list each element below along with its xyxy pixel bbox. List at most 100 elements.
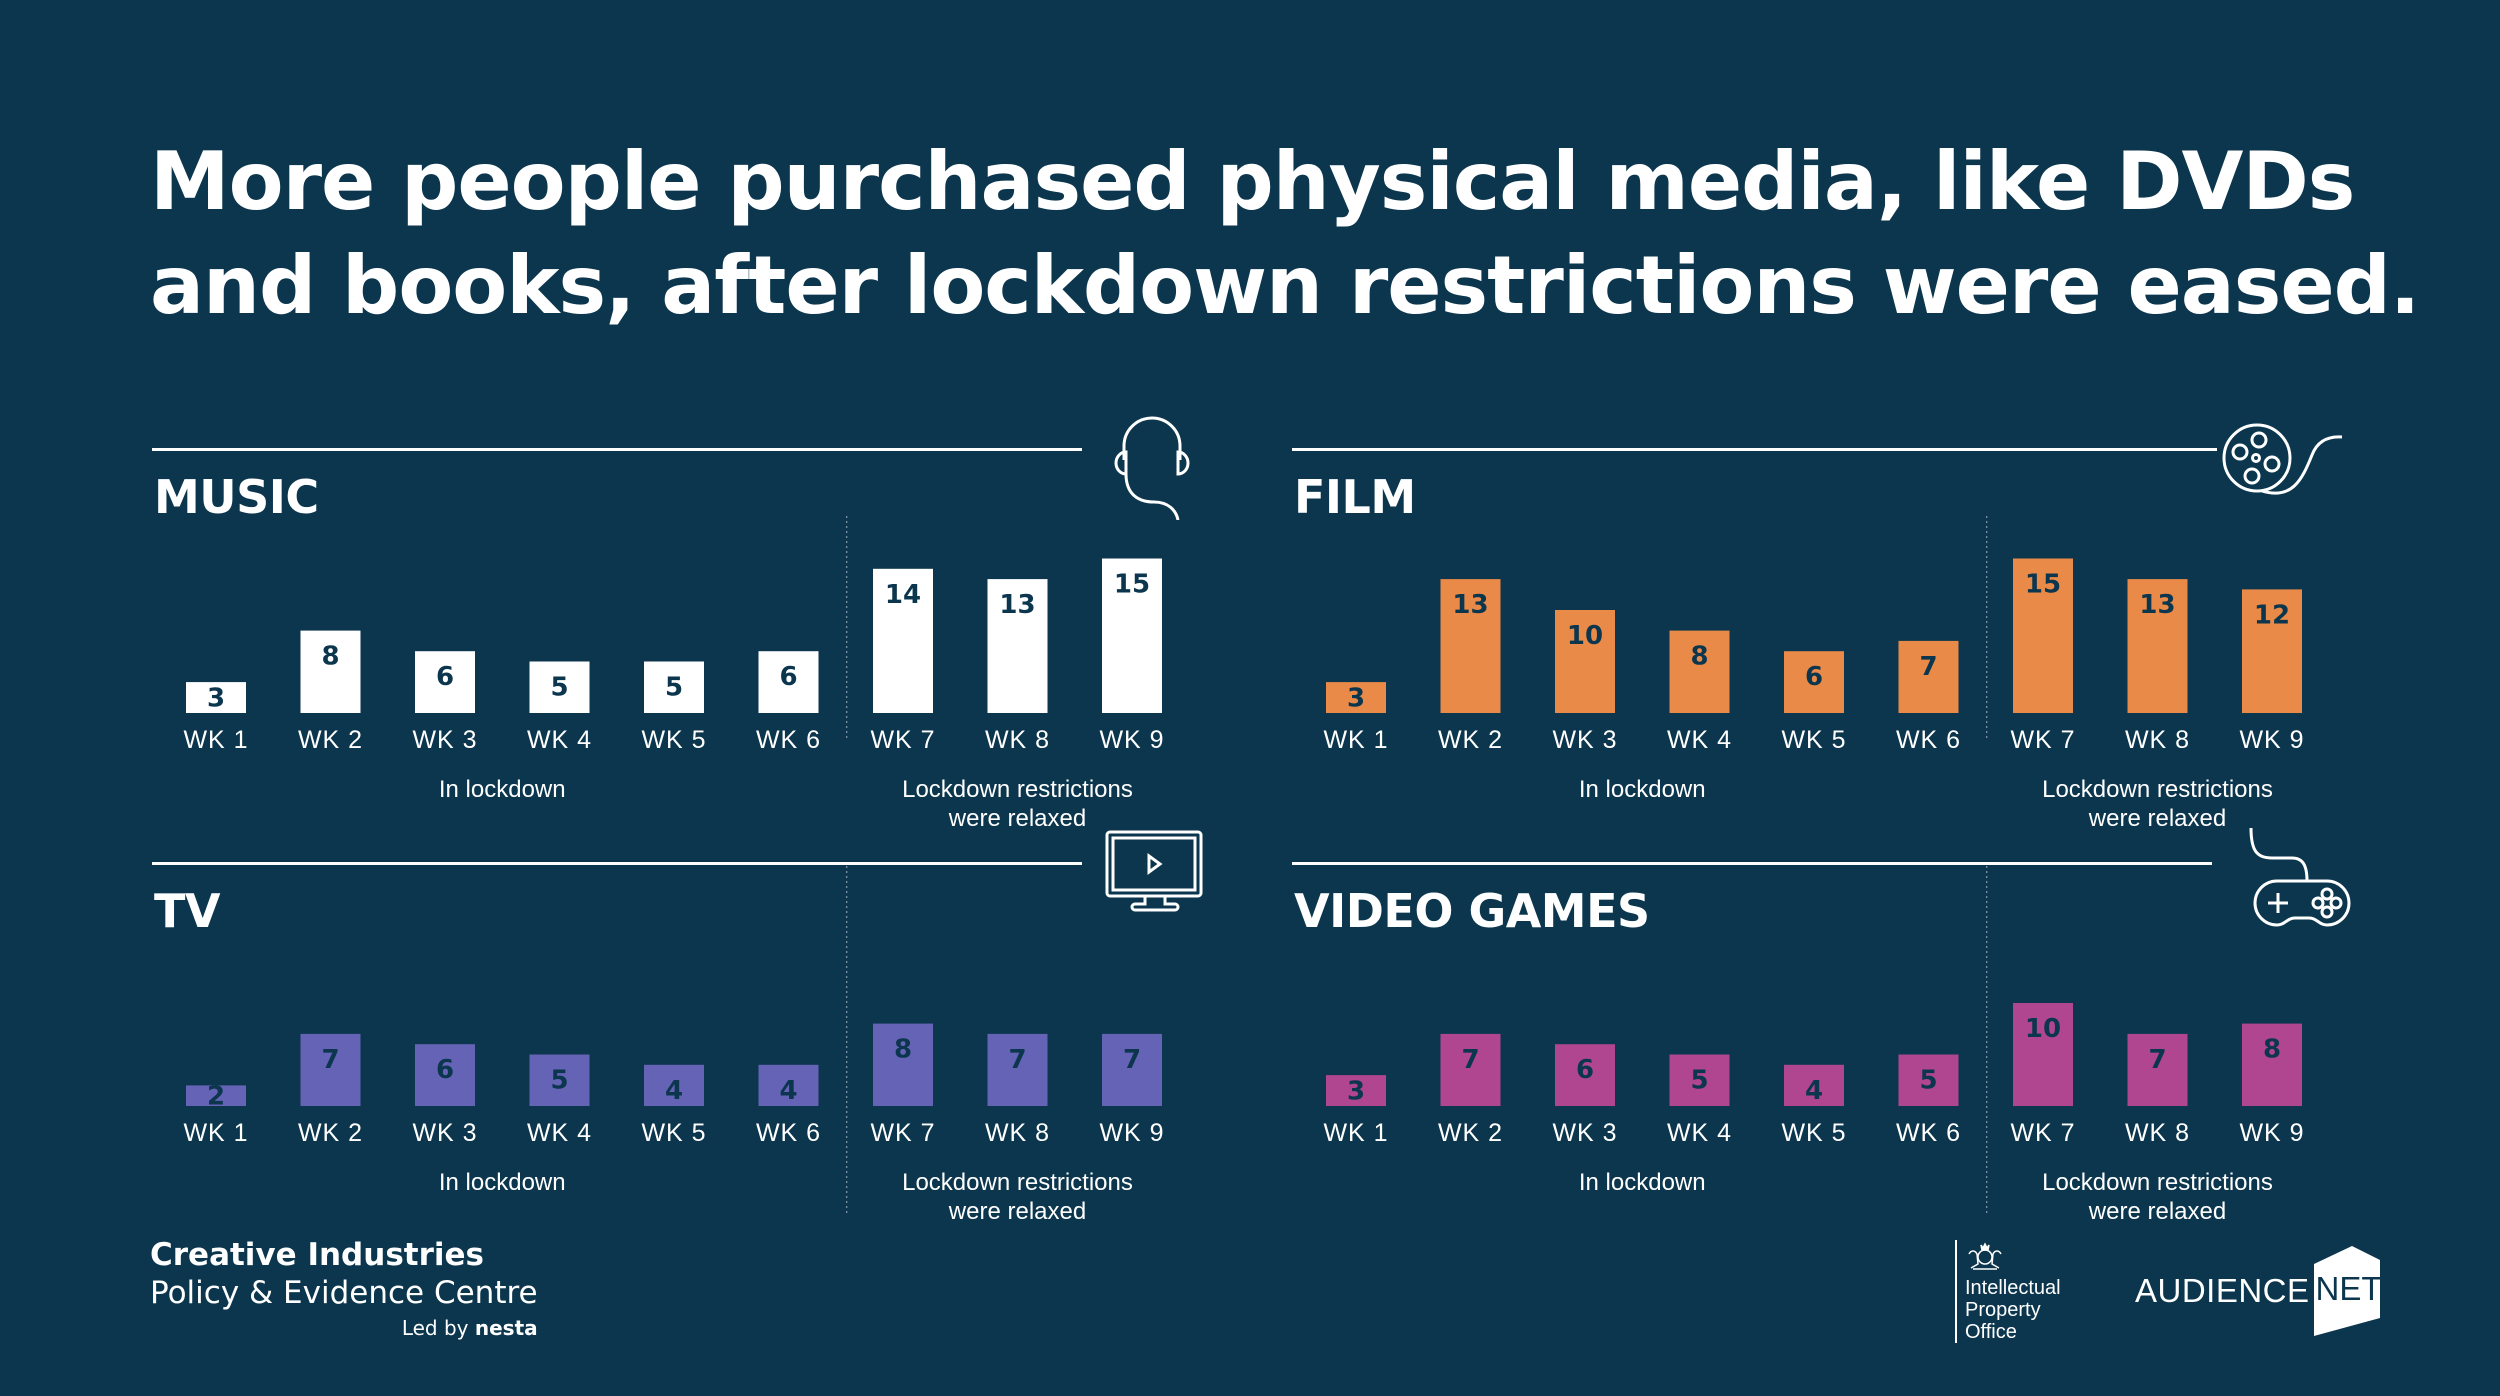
bar-value-label: 6 <box>779 662 797 692</box>
section-rule <box>1292 448 2217 451</box>
bar <box>2013 1003 2073 1106</box>
bar <box>1440 579 1501 713</box>
bar <box>2127 579 2188 713</box>
x-tick-label: WK 2 <box>1438 1119 1503 1147</box>
x-tick-label: WK 4 <box>527 1119 592 1147</box>
section-rule <box>1292 862 2212 865</box>
led-by-nesta: Led by nesta <box>150 1316 538 1340</box>
x-tick-label: WK 8 <box>2125 726 2190 754</box>
x-tick-label: WK 5 <box>1781 1119 1846 1147</box>
group-label-relaxed-line-2: were relaxed <box>948 1198 1086 1225</box>
music-panel: MUSIC 3 WK 1 8 WK 2 6 WK 3 5 WK 4 5 WK 5 6 WK 6 14 WK… <box>152 416 1282 832</box>
bar-value-label: 3 <box>1347 1077 1365 1107</box>
x-tick-label: WK 1 <box>1323 726 1388 754</box>
bar <box>1784 651 1844 713</box>
bar <box>300 1033 361 1106</box>
bar-value-label: 12 <box>2254 600 2290 630</box>
x-tick-label: WK 4 <box>1667 726 1732 754</box>
ipo-line-2: Property <box>1965 1299 2041 1321</box>
group-label-relaxed-line-1: Lockdown restrictions <box>902 1169 1133 1196</box>
bar-value-label: 8 <box>894 1035 912 1065</box>
bar <box>2242 589 2302 713</box>
group-label-in-lockdown: In lockdown <box>439 776 566 803</box>
x-tick-label: WK 2 <box>298 726 363 754</box>
group-label-relaxed-line-2: were relaxed <box>2088 1198 2226 1225</box>
bar-value-label: 7 <box>2148 1045 2166 1075</box>
game-controller-icon <box>2249 827 2351 927</box>
bar <box>758 1064 819 1106</box>
x-tick-label: WK 1 <box>1323 1119 1388 1147</box>
bar <box>1669 1054 1730 1106</box>
x-tick-label: WK 5 <box>1781 726 1846 754</box>
bar <box>1326 1075 1386 1106</box>
bar <box>2127 1033 2188 1106</box>
bar-value-label: 4 <box>779 1076 797 1106</box>
bar-value-label: 7 <box>1461 1045 1479 1075</box>
group-label-relaxed-line-1: Lockdown restrictions <box>2042 776 2273 803</box>
x-tick-label: WK 6 <box>756 1119 821 1147</box>
bar-value-label: 3 <box>1347 684 1365 714</box>
org-name-line-1: Creative Industries <box>150 1237 484 1273</box>
bar-value-label: 6 <box>436 1055 454 1085</box>
section-rule <box>152 862 1082 865</box>
group-label-in-lockdown: In lockdown <box>439 1169 566 1196</box>
x-tick-label: WK 3 <box>412 726 477 754</box>
bar-value-label: 7 <box>321 1045 339 1075</box>
x-tick-label: WK 7 <box>2010 726 2075 754</box>
bar-value-label: 8 <box>1690 642 1708 672</box>
bar <box>1898 640 1959 713</box>
bar <box>2242 1023 2302 1106</box>
group-label-in-lockdown: In lockdown <box>1579 1169 1706 1196</box>
bar-value-label: 8 <box>321 642 339 672</box>
section-rule <box>152 448 1082 451</box>
group-label-relaxed-line-2: were relaxed <box>948 805 1086 832</box>
bar-value-label: 2 <box>207 1082 225 1112</box>
group-label-in-lockdown: In lockdown <box>1579 776 1706 803</box>
bar <box>2013 558 2073 713</box>
title-line-2: and books, after lockdown restrictions w… <box>150 239 2420 332</box>
music-bar-chart: 3 WK 1 8 WK 2 6 WK 3 5 WK 4 5 WK 5 6 WK 6 14 WK 7 13 WK… <box>183 516 1164 832</box>
bar-value-label: 13 <box>2139 590 2175 620</box>
x-tick-label: WK 6 <box>1896 726 1961 754</box>
x-tick-label: WK 5 <box>641 726 706 754</box>
bar-value-label: 14 <box>885 580 921 610</box>
x-tick-label: WK 7 <box>2010 1119 2075 1147</box>
net-badge-shape <box>2313 1246 2380 1336</box>
bar <box>1440 1033 1501 1106</box>
audience-text: AUDIENCE <box>2135 1272 2310 1309</box>
film-reel-icon <box>2222 423 2343 495</box>
bar <box>186 682 246 713</box>
tv-bar-chart: 2 WK 1 7 WK 2 6 WK 3 5 WK 4 4 WK 5 4 WK 6 8 WK 7 7 WK 8… <box>183 866 1164 1225</box>
group-label-relaxed-line-1: Lockdown restrictions <box>902 776 1133 803</box>
x-tick-label: WK 2 <box>1438 726 1503 754</box>
audiencenet-logo: AUDIENCE NET <box>2135 1246 2382 1336</box>
film-bar-chart: 3 WK 1 13 WK 2 10 WK 3 8 WK 4 6 WK 5 7 WK 6 15 WK 7 13… <box>1323 516 2304 832</box>
bar-value-label: 5 <box>1690 1066 1708 1096</box>
ipo-logo: Intellectual Property Office <box>1955 1240 2061 1343</box>
bar-value-label: 4 <box>665 1076 683 1106</box>
x-tick-label: WK 8 <box>985 726 1050 754</box>
cipec-logo: Creative Industries Policy & Evidence Ce… <box>150 1236 538 1340</box>
x-tick-label: WK 3 <box>1552 1119 1617 1147</box>
bar <box>1102 558 1162 713</box>
x-tick-label: WK 1 <box>183 726 248 754</box>
group-label-relaxed-line-1: Lockdown restrictions <box>2042 1169 2273 1196</box>
bar-value-label: 3 <box>207 684 225 714</box>
page-title: More people purchased physical media, li… <box>150 130 2450 338</box>
bar <box>644 1064 704 1106</box>
bar <box>987 579 1048 713</box>
bar <box>1102 1033 1162 1106</box>
x-tick-label: WK 4 <box>527 726 592 754</box>
bar <box>1555 610 1615 713</box>
bar-value-label: 5 <box>1919 1066 1937 1096</box>
bar-value-label: 5 <box>665 673 683 703</box>
x-tick-label: WK 2 <box>298 1119 363 1147</box>
bar <box>529 1054 590 1106</box>
bar-value-label: 15 <box>2025 570 2061 600</box>
bar-value-label: 5 <box>550 1066 568 1096</box>
bar-value-label: 7 <box>1008 1045 1026 1075</box>
x-tick-label: WK 9 <box>1099 726 1164 754</box>
x-tick-label: WK 9 <box>2239 726 2304 754</box>
x-tick-label: WK 8 <box>985 1119 1050 1147</box>
bar-value-label: 7 <box>1123 1045 1141 1075</box>
